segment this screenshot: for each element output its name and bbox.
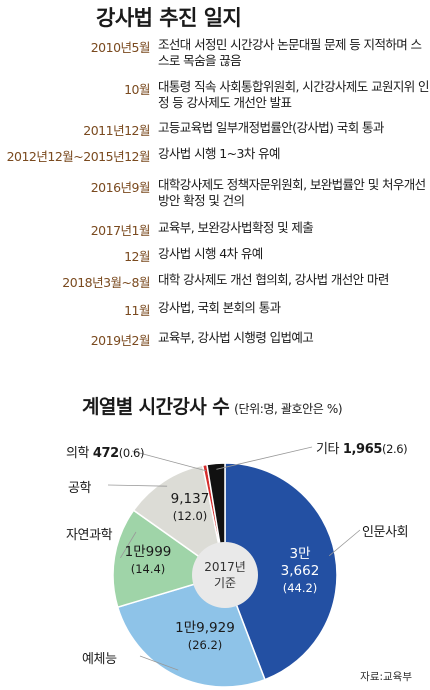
timeline-description: 대학 강사제도 개선 협의회, 강사법 개선안 마련 — [158, 272, 389, 287]
timeline-date: 2010년5월 — [90, 40, 151, 55]
source-note: 자료:교육부 — [360, 671, 412, 683]
chart-title: 계열별 시간강사 수 — [82, 396, 230, 418]
timeline-date: 2018년3월~8월 — [62, 275, 150, 290]
leader-line — [216, 446, 313, 470]
timeline-description: 강사법 시행 4차 유예 — [158, 246, 263, 261]
slice-value-label: 1만9,929 — [175, 620, 235, 636]
timeline-date: 2016년9월 — [90, 180, 151, 195]
leader-line — [107, 484, 168, 487]
slice-value-label: (44.2) — [283, 581, 318, 595]
pie-slice — [132, 464, 227, 577]
slice-value-label: (26.2) — [188, 638, 223, 652]
slice-value-label: 1만999 — [125, 544, 172, 560]
slice-value-label: 3만 — [289, 546, 310, 562]
slice-value-label: 9,137 — [171, 491, 210, 507]
timeline-description: 강사법 시행 1~3차 유예 — [158, 146, 281, 161]
timeline-description: 고등교육법 일부개정법률안(강사법) 국회 통과 — [158, 120, 384, 135]
timeline-date: 2012년12월~2015년12월 — [6, 149, 151, 164]
timeline-date: 2017년1월 — [90, 223, 151, 238]
timeline-description: 교육부, 보완강사법확정 및 제출 — [158, 220, 314, 235]
label-medicine: 의학 472(0.6) — [66, 446, 145, 461]
timeline-date: 12월 — [124, 249, 150, 264]
label-engineering: 공학 — [68, 481, 92, 496]
center-label: 2017년 — [204, 560, 246, 574]
timeline-title: 강사법 추진 일지 — [96, 6, 242, 30]
leader-line — [139, 655, 179, 671]
pie-slice — [224, 462, 338, 681]
timeline-date: 11월 — [124, 303, 150, 318]
timeline-description: 조선대 서정민 시간강사 논문대필 문제 등 지적하며 스스로 목숨을 끊음 — [158, 37, 422, 68]
timeline-description: 강사법, 국회 본회의 통과 — [158, 300, 281, 315]
leader-line — [131, 450, 207, 472]
timeline-description: 교육부, 강사법 시행령 입법예고 — [158, 330, 314, 345]
leader-line — [120, 531, 137, 559]
chart-subtitle: (단위:명, 괄호안은 %) — [234, 402, 343, 416]
label-other: 기타 1,965(2.6) — [316, 442, 408, 457]
pie-center — [192, 542, 258, 608]
slice-value-label: (12.0) — [173, 509, 208, 523]
timeline-date: 2019년2월 — [90, 333, 151, 348]
timeline-description: 대학강사제도 정책자문위원회, 보완법률안 및 처우개선방안 확정 및 건의 — [158, 177, 426, 208]
timeline-date: 2011년12월 — [83, 123, 150, 138]
timeline-date: 10월 — [124, 82, 150, 97]
slice-value-label: (14.4) — [131, 562, 166, 576]
timeline-description: 대통령 직속 사회통합위원회, 시간강사제도 교원지위 인정 등 강사제도 개선… — [158, 79, 430, 110]
slice-value-label: 3,662 — [281, 563, 320, 579]
center-label: 기준 — [214, 576, 236, 590]
chart-title-group: 계열별 시간강사 수 (단위:명, 괄호안은 %) — [82, 392, 343, 419]
label-humanities: 인문사회 — [362, 525, 409, 540]
leader-line — [328, 529, 361, 557]
label-natural-science: 자연과학 — [66, 528, 113, 543]
label-arts: 예체능 — [82, 652, 117, 667]
